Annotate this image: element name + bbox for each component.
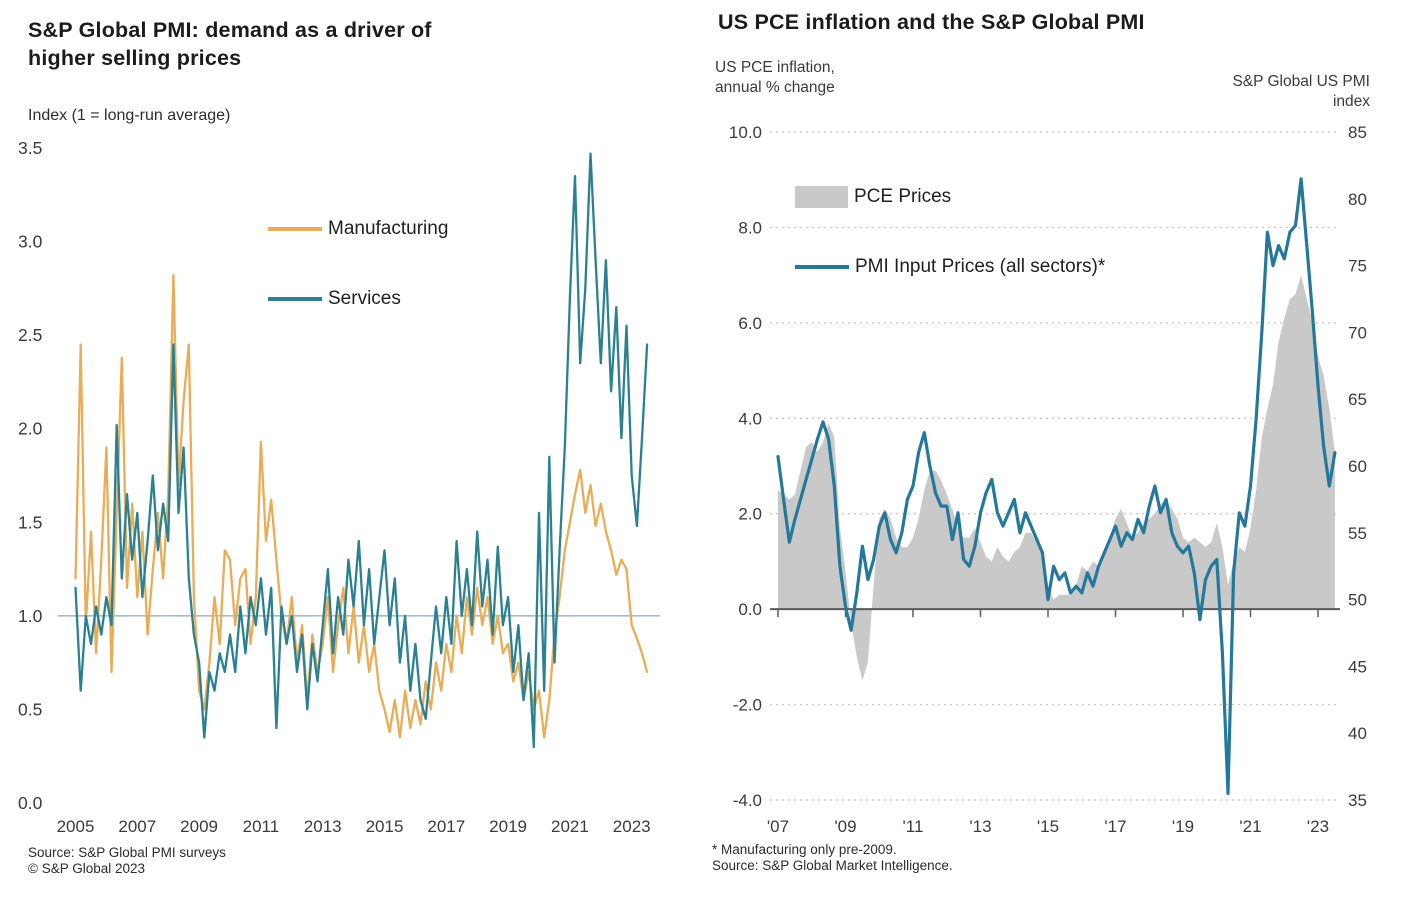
y-axis-tick-label: 0.0 — [18, 793, 43, 813]
right-axis-tick-label: 35 — [1348, 791, 1367, 810]
right-axis-tick-label: 45 — [1348, 657, 1367, 676]
left-axis-header-line2: annual % change — [715, 79, 835, 96]
selling-prices-plot: 3.5 3.0 2.5 2.0 1.5 1.0 0.5 0.0 2005 2007 2009 2011… — [18, 138, 660, 836]
left-axis-header-line1: US PCE inflation, — [715, 59, 835, 76]
x-axis-tick-label: '19 — [1172, 817, 1194, 836]
pce-pmi-chart-panel: 10.0 8.0 6.0 4.0 2.0 0.0 -2.0 -4.0 85 80 75 70 65 60 5… — [700, 0, 1410, 914]
right-axis-tick-label: 60 — [1348, 457, 1367, 476]
pmi-input-prices-legend-label: PMI Input Prices (all sectors)* — [855, 256, 1106, 277]
y-axis-tick-label: 3.5 — [18, 138, 42, 158]
x-axis-tick-label: '11 — [903, 817, 924, 836]
x-axis-tick-label: '17 — [1104, 817, 1126, 836]
right-axis-tick-label: 65 — [1348, 390, 1367, 409]
left-axis-header: US PCE inflation, annual % change — [715, 58, 835, 98]
pmi-input-prices-line — [776, 177, 1337, 795]
services-swatch-icon — [268, 297, 322, 301]
x-axis-tick-label: 2015 — [366, 817, 404, 836]
x-axis-tick-label: '23 — [1307, 817, 1329, 836]
right-axis-header-line1: S&P Global US PMI — [1232, 73, 1370, 90]
left-axis-tick-label: 2.0 — [738, 505, 762, 524]
legend-item-pce-prices: PCE Prices — [795, 186, 951, 208]
y-axis-tick-label: 3.0 — [18, 232, 43, 252]
left-axis-tick-label: 10.0 — [729, 123, 762, 142]
left-axis-tick-label: -4.0 — [733, 791, 762, 810]
left-axis-tick-label: 8.0 — [738, 218, 762, 237]
y-axis-tick-label: 2.0 — [18, 419, 43, 439]
right-axis-tick-label: 55 — [1348, 524, 1367, 543]
x-axis-tick-label: 2011 — [243, 817, 280, 836]
pmi-input-prices-swatch-icon — [795, 265, 849, 269]
left-chart-title-line1: S&P Global PMI: demand as a driver of — [28, 18, 432, 42]
right-axis-tick-label: 75 — [1348, 257, 1367, 276]
y-axis-tick-label: 2.5 — [18, 325, 42, 345]
y-axis-tick-label: 1.0 — [18, 606, 43, 626]
right-chart-footnote-line1: * Manufacturing only pre-2009. — [712, 842, 897, 857]
pce-prices-swatch-icon — [795, 186, 848, 208]
left-chart-title-line2: higher selling prices — [28, 46, 242, 70]
pce-pmi-plot: 10.0 8.0 6.0 4.0 2.0 0.0 -2.0 -4.0 85 80 75 70 65 60 5… — [729, 123, 1367, 836]
legend-item-manufacturing: Manufacturing — [268, 218, 448, 240]
right-axis-tick-label: 85 — [1348, 123, 1367, 142]
services-line — [74, 152, 649, 749]
left-chart-source-line2: © S&P Global 2023 — [28, 861, 146, 876]
left-chart-axis-note: Index (1 = long-run average) — [28, 107, 231, 124]
x-axis-tick-label: '15 — [1037, 817, 1059, 836]
legend-item-services: Services — [268, 288, 401, 310]
right-axis-tick-label: 80 — [1348, 190, 1367, 209]
y-axis-tick-label: 1.5 — [18, 512, 42, 532]
x-axis-tick-label: '21 — [1239, 817, 1261, 836]
x-axis-tick-label: 2007 — [118, 817, 156, 836]
left-chart-source-line1: Source: S&P Global PMI surveys — [28, 845, 226, 860]
manufacturing-swatch-icon — [268, 227, 322, 231]
x-axis-tick-label: 2017 — [427, 817, 465, 836]
x-axis-tick-label: '13 — [969, 817, 991, 836]
right-chart-footnote-line2: Source: S&P Global Market Intelligence. — [712, 858, 953, 873]
y-axis-tick-label: 0.5 — [18, 699, 42, 719]
x-axis-tick-label: '07 — [767, 817, 789, 836]
left-axis-tick-label: -2.0 — [733, 696, 762, 715]
left-axis-tick-label: 4.0 — [738, 409, 762, 428]
x-axis-tick-label: 2013 — [304, 817, 342, 836]
pce-prices-legend-label: PCE Prices — [854, 186, 952, 207]
right-axis-tick-label: 50 — [1348, 591, 1367, 610]
manufacturing-legend-label: Manufacturing — [328, 218, 449, 239]
left-axis-tick-label: 6.0 — [738, 314, 762, 333]
x-axis-tick-label: '09 — [834, 817, 856, 836]
right-axis-tick-label: 40 — [1348, 724, 1367, 743]
selling-prices-chart-panel: 3.5 3.0 2.5 2.0 1.5 1.0 0.5 0.0 2005 2007 2009 2011… — [0, 0, 700, 914]
left-axis-tick-label: 0.0 — [738, 600, 762, 619]
right-axis-tick-label: 70 — [1348, 323, 1367, 342]
x-axis-tick-label: 2019 — [489, 817, 527, 836]
x-axis-tick-label: 2009 — [180, 817, 218, 836]
services-legend-label: Services — [328, 288, 401, 309]
right-chart-title: US PCE inflation and the S&P Global PMI — [718, 10, 1145, 34]
x-axis-tick-label: 2005 — [57, 817, 95, 836]
x-axis-tick-label: 2021 — [551, 817, 589, 836]
manufacturing-line — [74, 274, 649, 739]
right-axis-header: S&P Global US PMI index — [1232, 72, 1370, 112]
x-axis-tick-label: 2023 — [613, 817, 651, 836]
right-axis-header-line2: index — [1332, 93, 1370, 110]
legend-item-pmi-input-prices: PMI Input Prices (all sectors)* — [795, 256, 1105, 278]
